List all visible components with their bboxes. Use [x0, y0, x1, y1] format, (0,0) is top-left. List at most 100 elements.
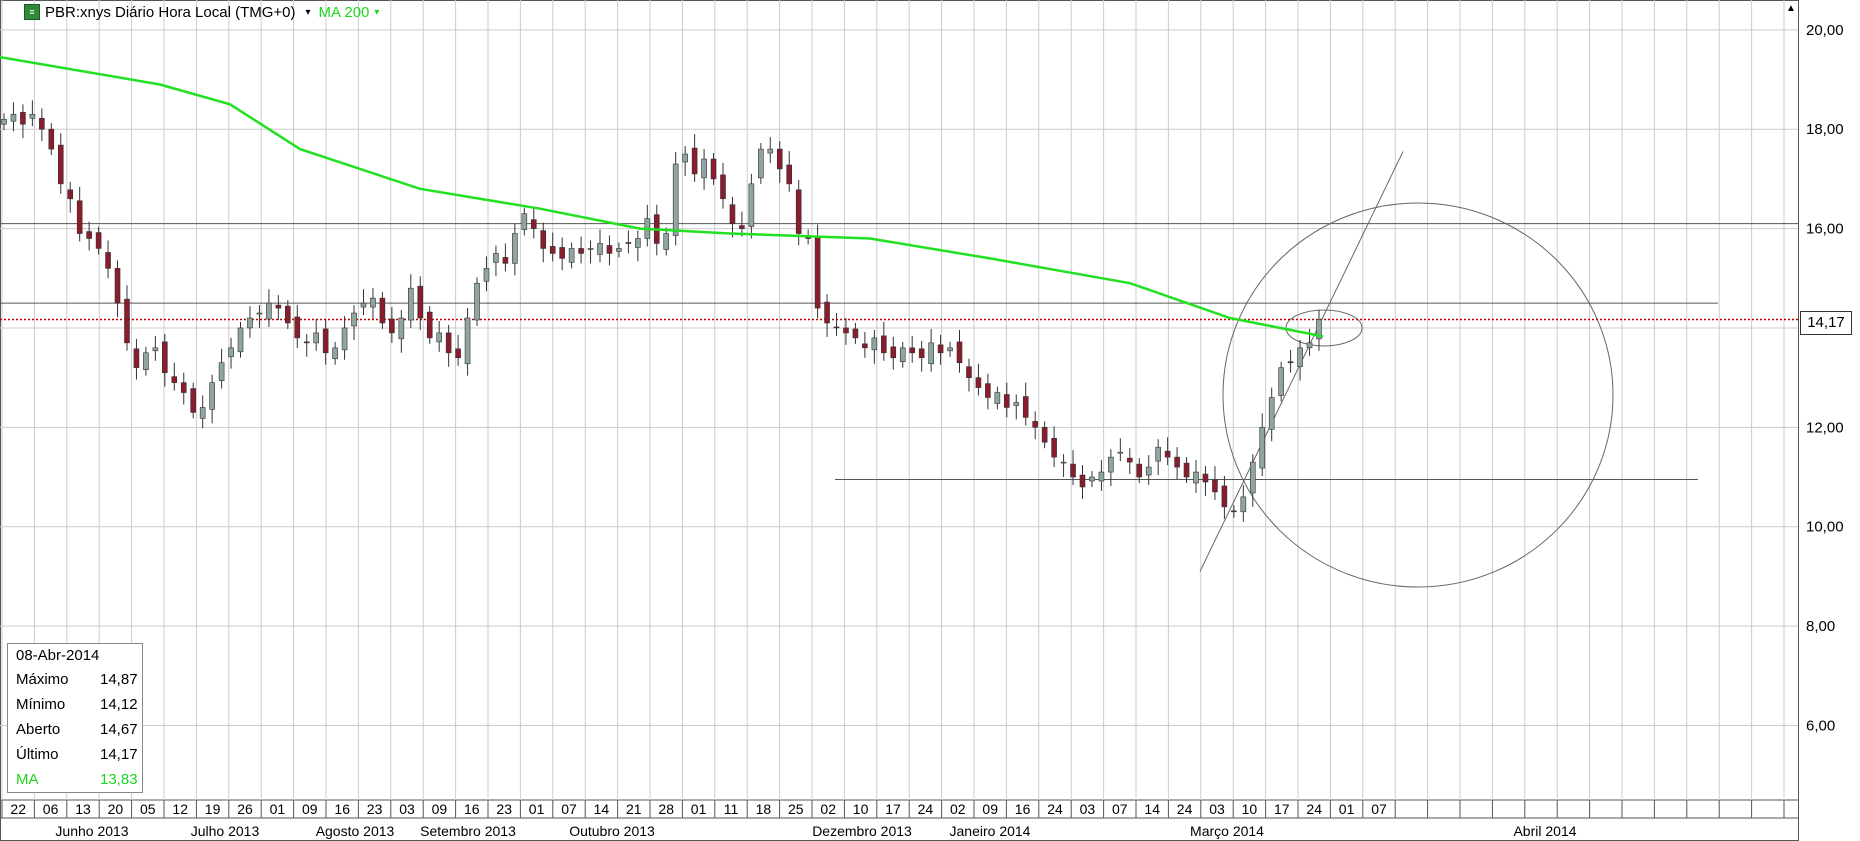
candle-body: [956, 341, 963, 364]
candle-body: [549, 246, 556, 254]
candle-body: [76, 200, 83, 234]
candle-body: [786, 164, 793, 185]
candle-body: [1, 118, 7, 125]
x-day-label: 26: [237, 801, 253, 817]
x-month-label: Março 2014: [1190, 823, 1264, 839]
candle-body: [672, 163, 679, 236]
chart-logo-icon: ≡: [24, 4, 40, 20]
candle-body: [1249, 461, 1256, 494]
collapse-arrow-icon[interactable]: ▲: [1786, 3, 1796, 14]
candle-body: [303, 341, 310, 344]
info-date: 08-Abr-2014: [16, 647, 100, 664]
candle-body: [398, 317, 405, 340]
candle-body: [824, 301, 830, 324]
info-row-min: Mínimo 14,12: [16, 696, 138, 716]
candle-body: [1032, 421, 1038, 428]
x-day-label: 12: [172, 801, 188, 817]
x-day-label: 16: [334, 801, 350, 817]
x-month-label: Abril 2014: [1513, 823, 1576, 839]
chart-header: ≡ PBR:xnys Diário Hora Local (TMG+0) ▾ M…: [24, 2, 379, 22]
candle-body: [1183, 462, 1190, 478]
candle-body: [918, 348, 925, 359]
candle-body: [407, 287, 414, 321]
candle-body: [171, 376, 178, 383]
candle-body: [862, 343, 868, 349]
candle-body: [975, 377, 982, 388]
candle-body: [228, 347, 234, 358]
y-tick-label: 10,00: [1806, 519, 1844, 536]
candle-body: [985, 383, 991, 398]
x-month-label: Outubro 2013: [569, 823, 655, 839]
candle-body: [729, 204, 736, 224]
candle-body: [1079, 474, 1086, 488]
candle-body: [247, 317, 253, 329]
candle-body: [1212, 479, 1218, 493]
x-day-label: 19: [205, 801, 221, 817]
x-month-label: Dezembro 2013: [812, 823, 912, 839]
x-day-label: 24: [1177, 801, 1193, 817]
info-row-last: Último 14,17: [16, 746, 138, 766]
candle-body: [559, 247, 565, 259]
x-day-label: 23: [496, 801, 512, 817]
candle-body: [606, 245, 613, 254]
candle-body: [114, 268, 121, 304]
candle-body: [483, 268, 490, 282]
candle-body: [218, 362, 225, 381]
candle-body: [29, 113, 36, 119]
candle-body: [1051, 437, 1057, 458]
x-month-label: Junho 2013: [55, 823, 128, 839]
candle-body: [57, 144, 64, 185]
candle-body: [776, 148, 783, 170]
indicator-dropdown-icon[interactable]: ▾: [374, 6, 380, 18]
candle-body: [739, 225, 745, 229]
candle-body: [937, 344, 944, 354]
y-tick-label: 20,00: [1806, 22, 1844, 39]
candle-body: [994, 392, 1001, 404]
symbol-dropdown-icon[interactable]: ▾: [305, 6, 311, 18]
plot-frame: [0, 0, 1799, 841]
candle-body: [1193, 471, 1199, 484]
candle-body: [445, 332, 452, 354]
candle-body: [86, 231, 92, 239]
candle-body: [48, 128, 55, 150]
x-month-label: Setembro 2013: [420, 823, 516, 839]
candle-body: [1268, 397, 1275, 430]
indicator-label[interactable]: MA 200: [318, 3, 370, 21]
symbol-title[interactable]: PBR:xnys Diário Hora Local (TMG+0): [45, 3, 296, 21]
candle-body: [237, 327, 244, 353]
x-day-label: 03: [1209, 801, 1225, 817]
x-day-label: 09: [982, 801, 998, 817]
x-day-label: 10: [1242, 801, 1258, 817]
x-day-label: 07: [1112, 801, 1128, 817]
candle-body: [124, 298, 130, 344]
y-tick-label: 16,00: [1806, 221, 1844, 238]
candle-body: [285, 305, 291, 324]
candle-body: [1089, 476, 1095, 482]
info-label: Mínimo: [16, 696, 66, 713]
info-label: Aberto: [16, 721, 61, 738]
candle-body: [474, 282, 480, 321]
candle-body: [1240, 496, 1247, 513]
x-day-label: 09: [302, 801, 318, 817]
candle-body: [455, 348, 461, 359]
candle-body: [881, 335, 887, 354]
x-day-label: 03: [1080, 801, 1096, 817]
x-day-label: 23: [367, 801, 383, 817]
candle-body: [20, 111, 26, 125]
info-value: 14,67: [100, 721, 138, 738]
candle-body: [890, 346, 897, 359]
candle-body: [1316, 319, 1322, 340]
candle-body: [152, 347, 159, 352]
x-day-label: 22: [10, 801, 26, 817]
candle-body: [209, 382, 215, 410]
info-value: 14,87: [100, 671, 138, 688]
candle-body: [833, 326, 840, 329]
candle-body: [635, 238, 641, 248]
candle-body: [909, 347, 916, 354]
x-day-label: 05: [140, 801, 156, 817]
candle-body: [852, 328, 859, 339]
x-day-label: 21: [626, 801, 642, 817]
x-day-label: 07: [561, 801, 577, 817]
y-tick-label: 8,00: [1806, 618, 1835, 635]
